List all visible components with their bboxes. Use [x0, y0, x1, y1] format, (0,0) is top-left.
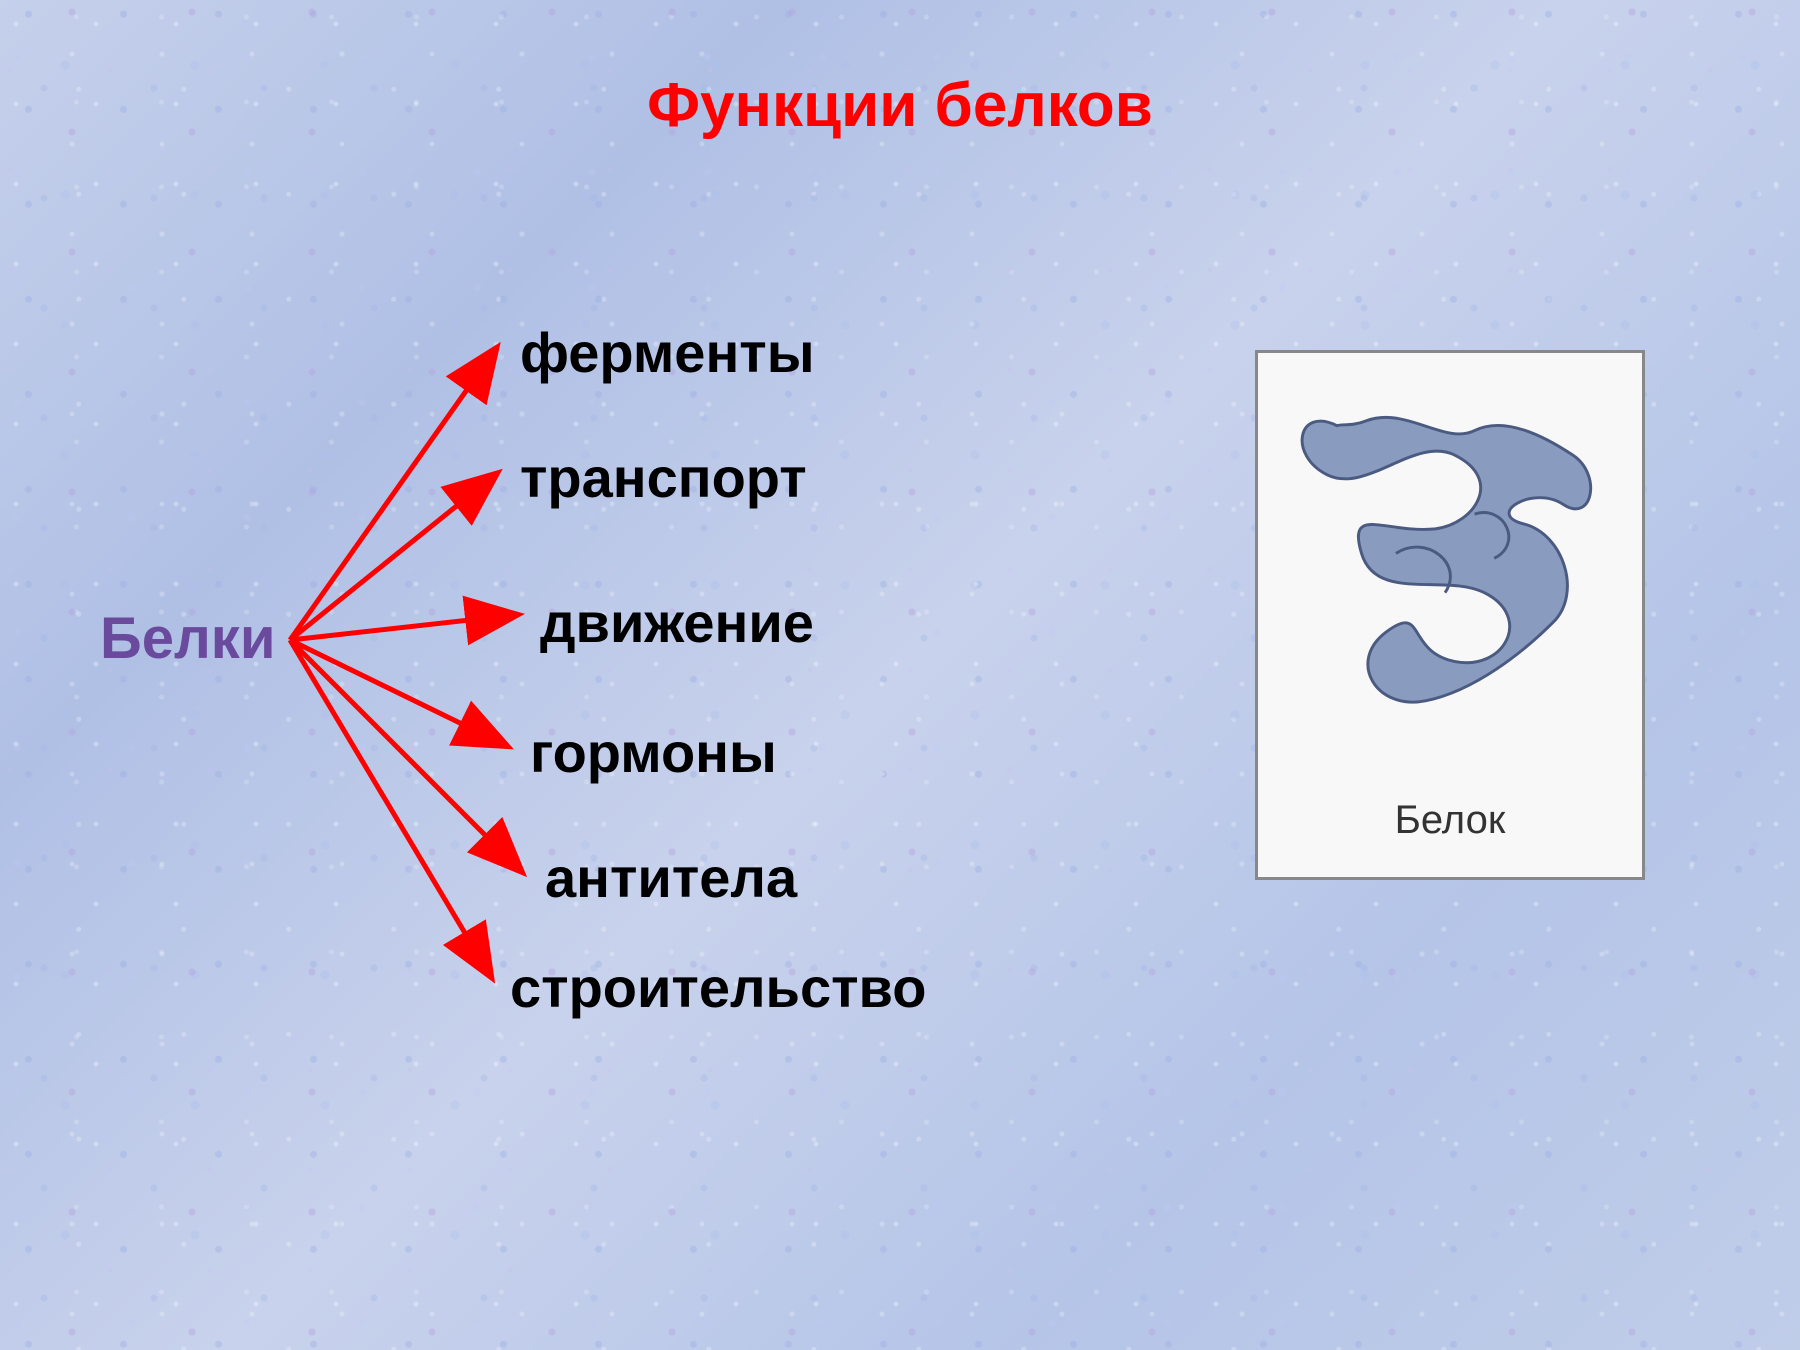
protein-caption: Белок [1278, 798, 1622, 843]
page-title: Функции белков [0, 70, 1800, 141]
protein-shape-icon [1278, 373, 1622, 783]
function-label-1: транспорт [520, 445, 807, 510]
function-label-2: движение [540, 590, 814, 655]
function-label-4: антитела [545, 845, 797, 910]
protein-illustration-box: Белок [1255, 350, 1645, 880]
source-label: Белки [100, 605, 275, 672]
function-label-3: гормоны [530, 720, 777, 785]
function-label-0: ферменты [520, 320, 815, 385]
function-label-5: строительство [510, 955, 926, 1020]
